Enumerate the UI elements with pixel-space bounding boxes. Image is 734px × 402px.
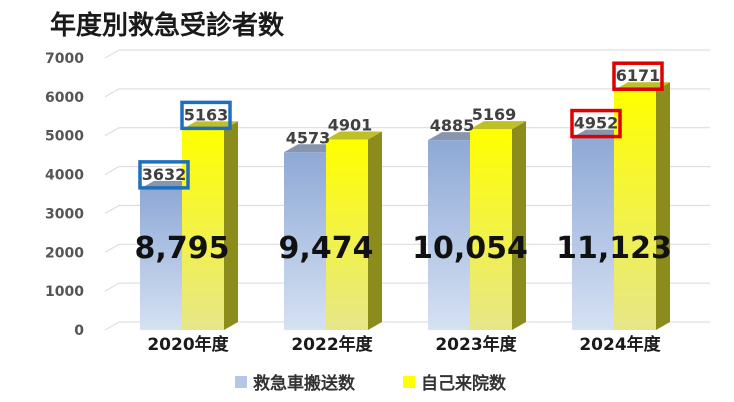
legend-label: 救急車搬送数 [253,373,356,394]
bar-front [284,152,326,330]
gridline-diagonal [104,127,120,137]
bar-side [656,82,670,330]
bar [614,82,670,330]
bar-top [470,121,526,130]
data-label: 4952 [574,114,619,133]
total-label: 11,123 [556,231,672,266]
data-label: 4573 [286,128,331,147]
gridline-diagonal [104,166,120,176]
data-label: 4885 [430,116,475,135]
bar [182,121,238,330]
legend-swatch [403,376,415,388]
y-tick-label: 2000 [45,245,84,261]
bar-front [428,140,470,330]
total-label: 9,474 [279,231,374,266]
data-label: 6171 [616,66,661,85]
y-tick-label: 5000 [45,129,84,145]
gridline-diagonal [104,88,120,98]
bar-side [224,121,238,330]
total-label: 10,054 [412,231,528,266]
bar-front [140,188,182,330]
x-tick-label: 2022年度 [291,334,373,355]
legend-swatch [235,376,247,388]
highlight-box [180,100,232,131]
bar [470,121,526,330]
y-tick-label: 4000 [45,168,84,184]
bar-front [326,139,368,330]
legend-label: 自己来院数 [421,373,507,394]
bar-front [572,137,614,330]
x-tick-label: 2024年度 [579,334,661,355]
x-tick-label: 2020年度 [147,334,229,355]
bar-front [182,129,224,330]
y-tick-label: 7000 [45,51,84,67]
data-label: 4901 [328,116,373,135]
bar-side [512,121,526,330]
x-axis: 2020年度 2022年度 2023年度 2024年度 [147,334,661,355]
y-tick-label: 0 [74,323,84,339]
bar-top [326,131,382,140]
highlight-box [138,160,190,190]
y-tick-label: 6000 [45,90,84,106]
gridline-diagonal [104,49,120,59]
bars [140,82,670,330]
y-axis: 0 1000 2000 3000 4000 5000 6000 7000 [45,51,84,339]
highlight-box [612,61,664,91]
bar-front [470,129,512,330]
legend: 救急車搬送数 自己来院数 [235,373,507,394]
chart-title: 年度別救急受診者数 [50,10,285,41]
data-label: 3632 [142,165,187,184]
bar [326,131,382,330]
highlight-box [570,108,622,139]
data-label: 5169 [472,105,517,124]
data-label: 5163 [184,105,229,124]
gridline-diagonal [104,204,120,214]
bar-side [368,131,382,330]
y-tick-label: 1000 [45,284,84,300]
total-label: 8,795 [135,231,230,266]
gridline-diagonal [104,243,120,253]
x-tick-label: 2023年度 [435,334,517,355]
gridline-diagonal [104,321,120,331]
gridline-diagonal [104,282,120,292]
y-tick-label: 3000 [45,206,84,222]
